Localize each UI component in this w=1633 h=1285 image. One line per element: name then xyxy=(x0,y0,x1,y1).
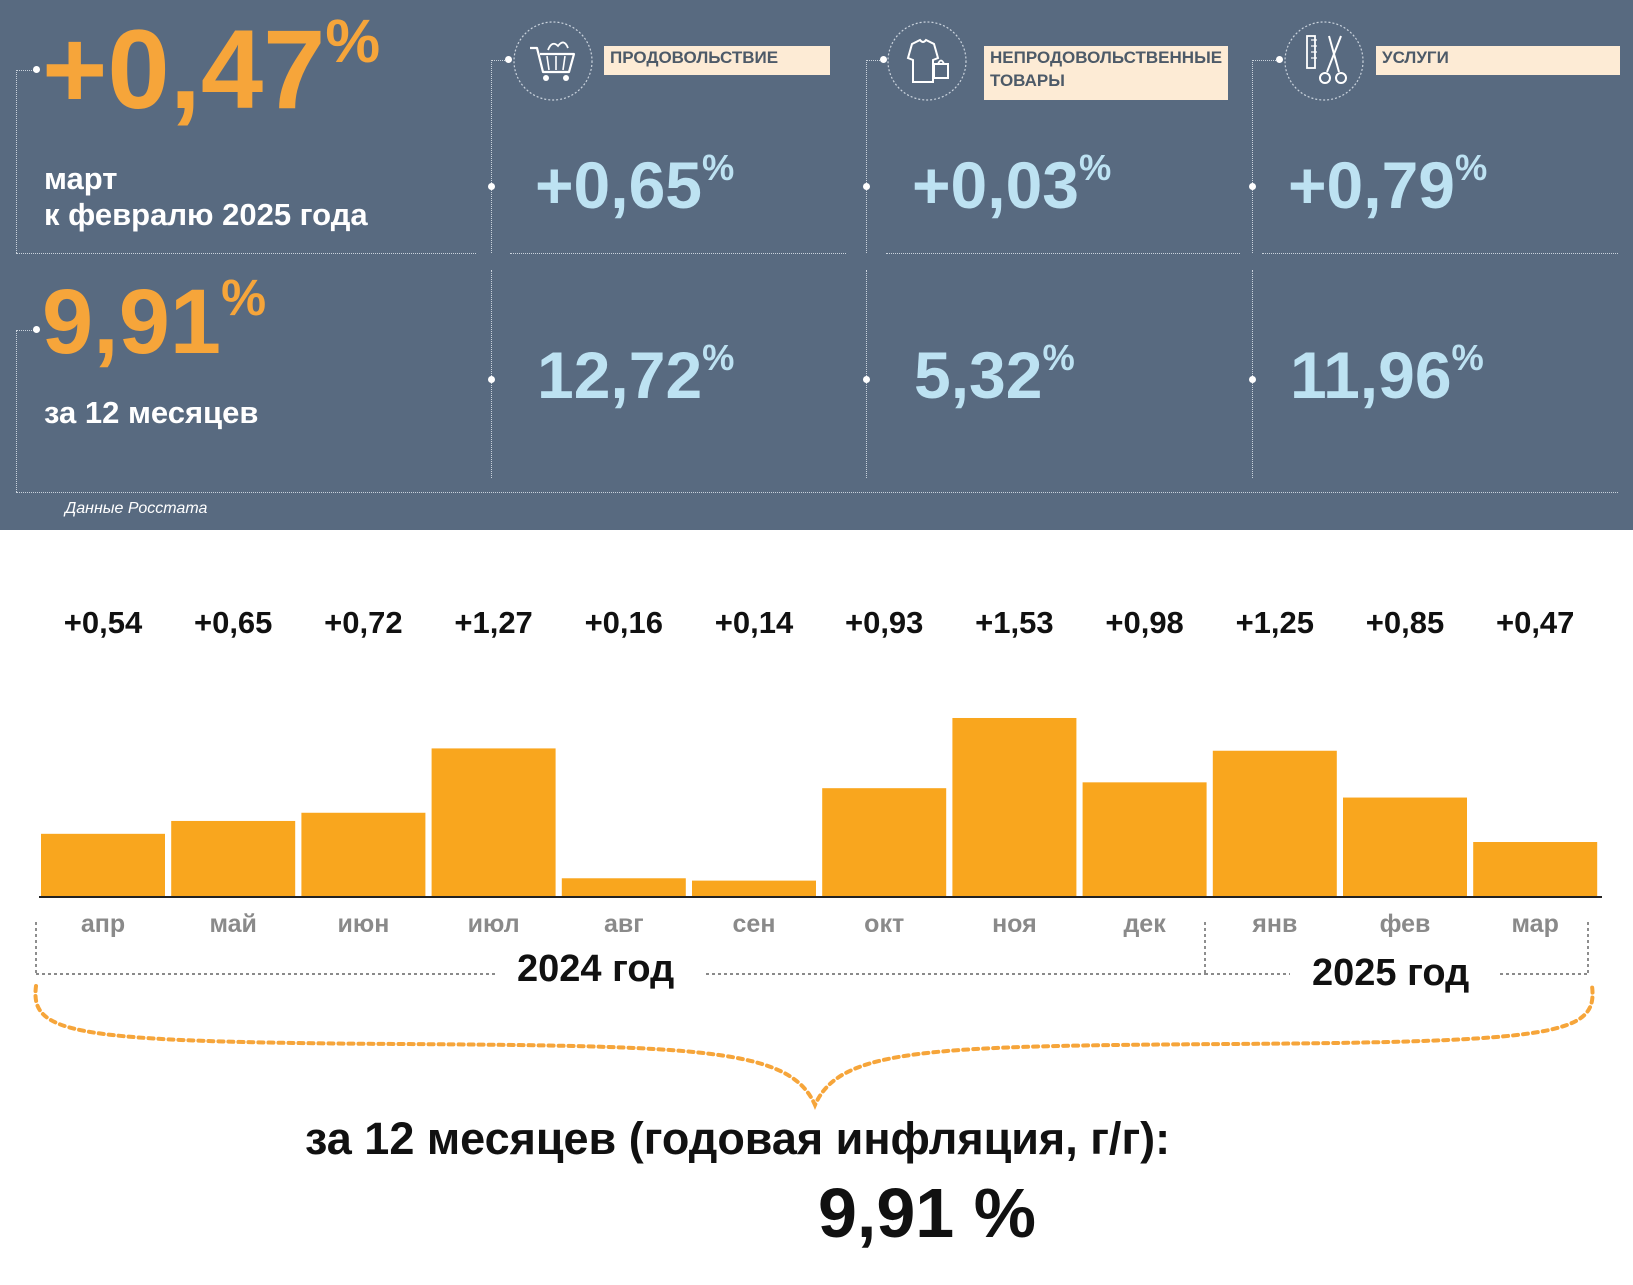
bar-value-label: +1,25 xyxy=(1236,605,1314,640)
scissors-comb-icon xyxy=(1284,21,1364,101)
bar xyxy=(1343,797,1467,897)
connector xyxy=(866,60,882,61)
summary-panel: +0,47% март к февралю 2025 года 9,91% за… xyxy=(0,0,1633,530)
monthly-label-line1: март xyxy=(44,161,118,196)
bullet-dot xyxy=(1249,183,1256,190)
bar-value-label: +0,72 xyxy=(324,605,402,640)
bullet-dot xyxy=(880,56,887,63)
bar-value-label: +0,54 xyxy=(64,605,143,640)
bar xyxy=(301,812,426,897)
bar-value-label: +0,85 xyxy=(1366,605,1444,640)
divider xyxy=(866,270,867,478)
food-annual-value: 12,72% xyxy=(537,337,735,412)
bar xyxy=(431,748,556,897)
month-tick-label: июн xyxy=(337,910,389,938)
category-label-services: УСЛУГИ xyxy=(1376,46,1620,75)
bar xyxy=(822,788,947,897)
divider xyxy=(866,60,867,253)
nonfood-monthly-value: +0,03% xyxy=(912,147,1112,222)
bar-value-label: +0,16 xyxy=(585,605,663,640)
connector xyxy=(1252,60,1276,61)
divider xyxy=(1252,60,1253,253)
divider xyxy=(510,253,846,254)
bar-value-label: +1,53 xyxy=(975,605,1053,640)
category-label-nonfood: НЕПРОДОВОЛЬСТВЕННЫЕ ТОВАРЫ xyxy=(984,46,1228,100)
month-tick-label: мар xyxy=(1512,910,1559,938)
services-monthly-value: +0,79% xyxy=(1288,147,1488,222)
connector xyxy=(16,70,36,71)
divider xyxy=(886,253,1240,254)
monthly-inflation-bar-chart: +0,54 апр +0,65 май +0,72 июн +1,27 июл +0,16 авг… xyxy=(33,605,1602,1110)
divider xyxy=(491,60,492,253)
bar-value-label: +1,27 xyxy=(454,605,532,640)
services-annual-value: 11,96% xyxy=(1290,337,1484,412)
month-tick-label: дек xyxy=(1123,910,1166,938)
bar xyxy=(1082,782,1207,897)
month-tick-label: авг xyxy=(604,910,644,938)
bar xyxy=(1212,750,1337,897)
nonfood-annual-value: 5,32% xyxy=(914,337,1075,412)
month-tick-label: ноя xyxy=(992,910,1037,938)
bullet-dot xyxy=(33,66,40,73)
curly-brace xyxy=(33,984,1595,1110)
divider xyxy=(16,492,1618,493)
bar xyxy=(952,717,1077,897)
divider xyxy=(16,70,17,253)
divider xyxy=(1262,253,1618,254)
bullet-dot xyxy=(1249,376,1256,383)
bullet-dot xyxy=(33,326,40,333)
bullet-dot xyxy=(488,183,495,190)
month-tick-label: янв xyxy=(1251,910,1297,938)
month-tick-label: окт xyxy=(864,910,904,938)
food-monthly-value: +0,65% xyxy=(535,147,735,222)
bullet-dot xyxy=(505,56,512,63)
monthly-label-line2: к февралю 2025 года xyxy=(44,197,368,232)
monthly-inflation-value: +0,47% xyxy=(42,6,381,132)
category-label-food: ПРОДОВОЛЬСТВИЕ xyxy=(604,46,830,75)
bar xyxy=(41,833,165,897)
bar xyxy=(561,878,686,897)
bullet-dot xyxy=(863,183,870,190)
clothes-bag-icon xyxy=(887,21,967,101)
month-tick-label: фев xyxy=(1380,910,1431,938)
annual-summary-label: за 12 месяцев (годовая инфляция, г/г): xyxy=(305,1113,1171,1164)
annual-label: за 12 месяцев xyxy=(44,395,259,430)
bar-value-label: +0,14 xyxy=(715,605,794,640)
bar-value-label: +0,65 xyxy=(194,605,272,640)
bullet-dot xyxy=(863,376,870,383)
bar xyxy=(171,820,296,897)
bar xyxy=(1473,842,1598,897)
bar-value-label: +0,47 xyxy=(1496,605,1574,640)
annual-summary-value: 9,91 % xyxy=(818,1174,1036,1252)
shopping-cart-icon xyxy=(513,21,593,101)
divider xyxy=(16,330,17,492)
connector xyxy=(16,330,36,331)
month-tick-label: апр xyxy=(81,910,125,938)
month-tick-label: июл xyxy=(468,910,520,938)
bar-value-label: +0,93 xyxy=(845,605,923,640)
annual-inflation-value: 9,91% xyxy=(42,269,267,373)
connector xyxy=(491,60,507,61)
source-note: Данные Росстата xyxy=(65,500,208,517)
bar-value-label: +0,98 xyxy=(1105,605,1183,640)
year-label-2025: 2025 год xyxy=(1312,952,1470,994)
divider xyxy=(491,270,492,478)
divider xyxy=(16,253,476,254)
bullet-dot xyxy=(1276,56,1283,63)
bar xyxy=(692,880,816,897)
bullet-dot xyxy=(488,376,495,383)
divider xyxy=(1252,270,1253,478)
month-tick-label: май xyxy=(209,910,256,938)
year-label-2024: 2024 год xyxy=(517,948,675,990)
month-tick-label: сен xyxy=(733,910,776,938)
